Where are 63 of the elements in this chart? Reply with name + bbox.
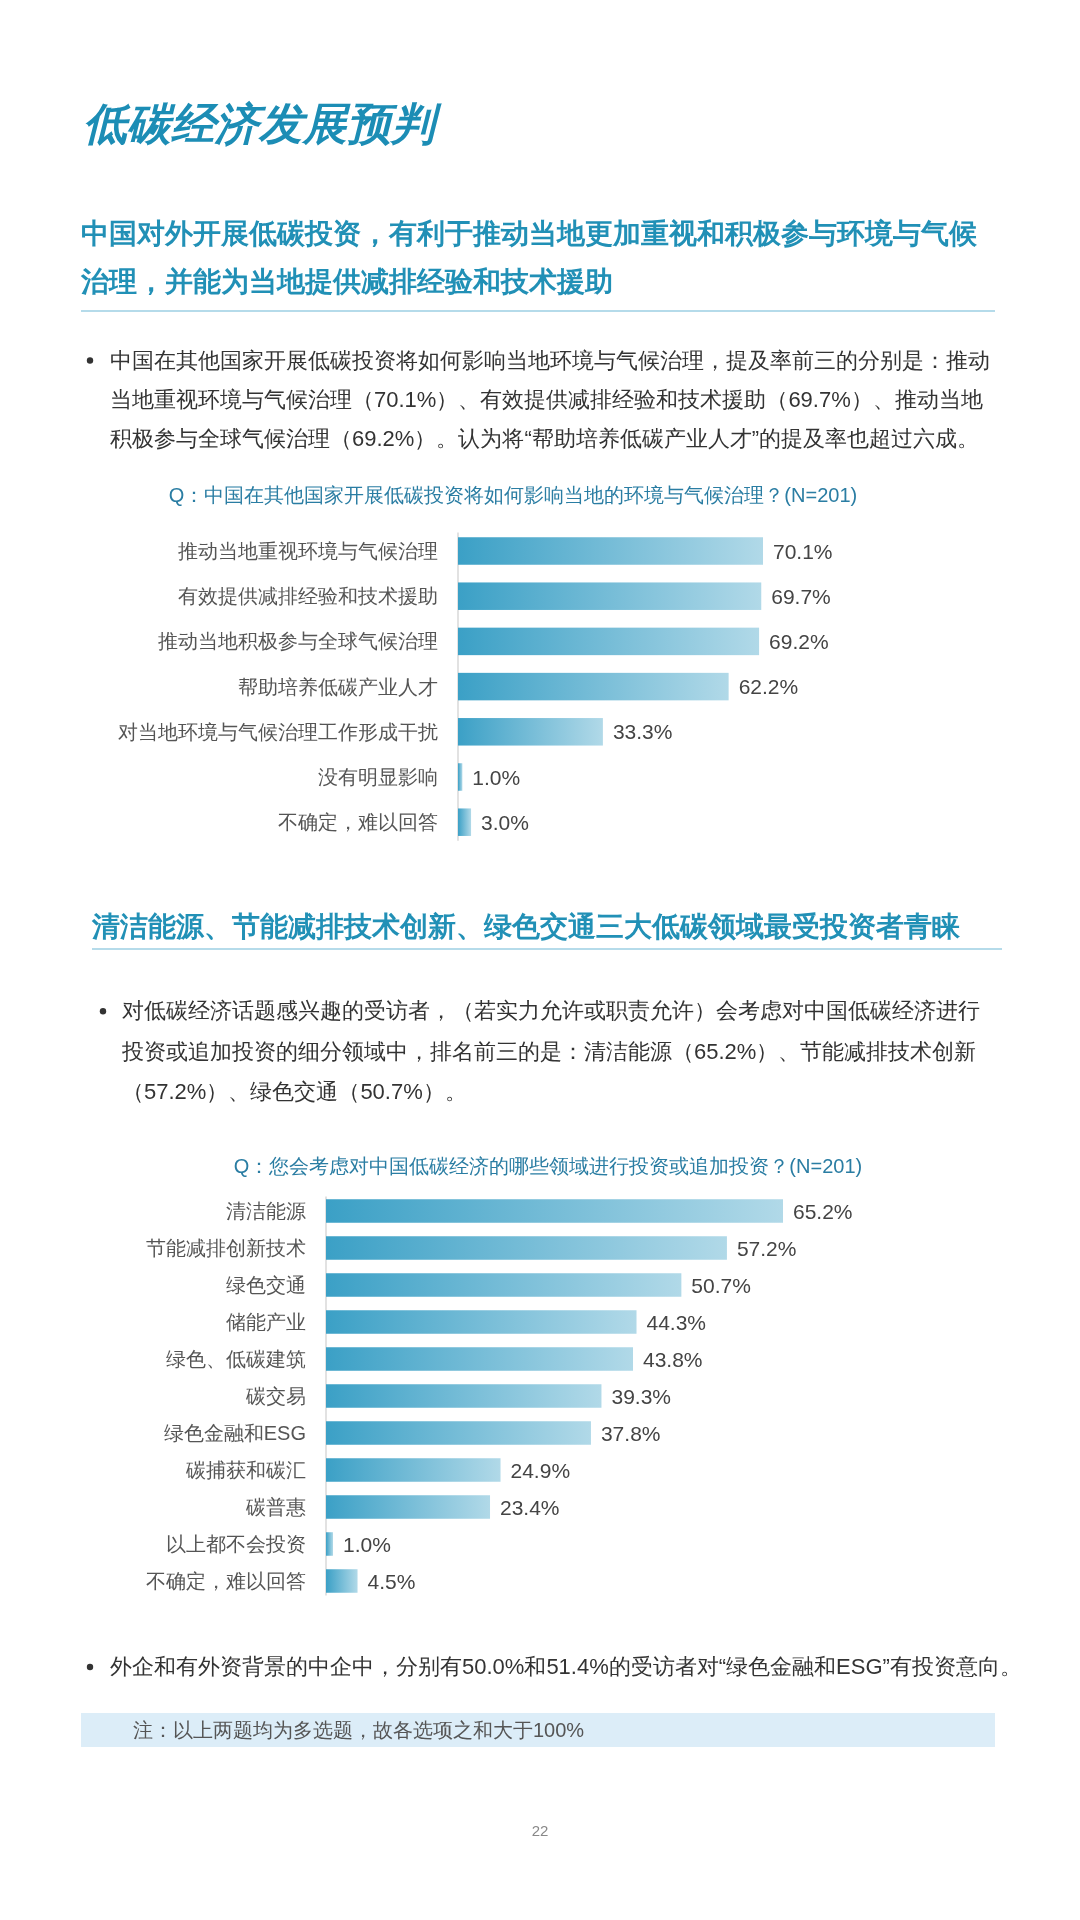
bar [458,763,463,791]
data-label: 43.8% [643,1347,703,1371]
bar [326,1532,334,1556]
data-label: 50.7% [691,1273,751,1297]
data-label: 24.9% [510,1458,571,1482]
bar [326,1236,727,1260]
text: 清洁能源、节能减排技术创新、绿色交通三大低碳领域最受投资者青睐 [92,910,961,944]
bar [326,1458,501,1482]
data-label: 3.0% [481,810,529,834]
data-label: 62.2% [738,675,799,699]
y-tick-label: 节能减排创新技术 [146,1237,306,1259]
text: 中国对外开展低碳投资，有利于推动当地更加重视和积极参与环境与气候治理，并能为当地提供减排经验和技术援助 [81,217,978,299]
text: 对低碳经济话题感兴趣的受访者，（若实力允许或职责允许）会考虑对中国低碳经济进行投资或追加投资的细分领域中，排名前三的是：清洁能源（65.2%）、节能减排技术创新（57.2%）、绿色交通（50.7%）。 [122,997,981,1106]
y-tick-label: 推动当地重视环境与气候治理 [178,540,438,562]
data-label: 37.8% [600,1421,661,1445]
y-tick-label: 不确定，难以回答 [278,811,438,834]
y-tick-label: 帮助培养低碳产业人才 [238,675,438,698]
y-tick-label: 以上都不会投资 [166,1533,306,1555]
bar [326,1199,783,1223]
data-label: 69.2% [769,629,829,653]
y-tick-label: 碳普惠 [245,1496,306,1518]
text: 22 [530,1821,550,1841]
y-tick-label: 有效提供减排经验和技术援助 [178,585,438,608]
y-tick-label: 绿色、低碳建筑 [166,1348,306,1370]
bar [458,537,763,565]
bar [458,582,762,610]
y-tick-label: 碳捕获和碳汇 [185,1459,306,1481]
y-tick-label: 对当地环境与气候治理工作形成干扰 [118,720,438,743]
bar [458,672,729,701]
data-label: 44.3% [646,1310,707,1334]
bar [458,808,472,836]
y-tick-label: 没有明显影响 [318,766,438,788]
bar [326,1310,637,1334]
bar [326,1569,358,1593]
data-label: 65.2% [793,1199,853,1223]
text: 中国在其他国家开展低碳投资将如何影响当地环境与气候治理，提及率前三的分别是：推动当地重视环境与气候治理（70.1%）、有效提供减排经验和技术援助（69.7%）、推动当地积极参与全球气候治理（69.2%）。认为将“帮助培养低碳产业人才”的提及率也超过六成。 [110,347,991,453]
bar [326,1495,491,1519]
y-tick-label: 不确定，难以回答 [146,1570,306,1592]
data-label: 1.0% [343,1532,391,1556]
data-label: 4.5% [367,1569,416,1593]
data-label: 69.7% [771,584,831,608]
bar [326,1384,602,1408]
data-label: 39.3% [611,1384,672,1408]
data-label: 70.1% [773,539,833,563]
y-tick-label: 推动当地积极参与全球气候治理 [158,630,438,653]
text: 注：以上两题均为多选题，故各选项之和大于100% [133,1718,585,1743]
y-tick-label: 储能产业 [226,1311,306,1333]
y-tick-label: 绿色金融和ESG [163,1422,306,1444]
data-label: 57.2% [736,1236,797,1260]
bar [326,1273,682,1297]
data-label: 33.3% [612,720,673,744]
bar [458,718,603,746]
bar [326,1347,633,1371]
y-tick-label: 碳交易 [245,1385,306,1407]
y-tick-label: 清洁能源 [226,1200,306,1222]
chart-title: Q：您会考虑对中国低碳经济的哪些领域进行投资或追加投资？(N=201) [233,1155,863,1177]
data-label: 1.0% [472,765,521,789]
data-label: 23.4% [500,1495,560,1519]
bar [326,1421,591,1445]
bar [458,627,760,656]
chart-title: Q：中国在其他国家开展低碳投资将如何影响当地的环境与气候治理？(N=201) [168,484,858,506]
y-tick-label: 绿色交通 [226,1274,306,1296]
text: 外企和有外资背景的中企中，分别有50.0%和51.4%的受访者对“绿色金融和ESG”有投资意向。 [110,1653,1023,1681]
